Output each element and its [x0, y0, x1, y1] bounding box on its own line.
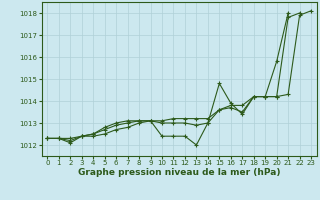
X-axis label: Graphe pression niveau de la mer (hPa): Graphe pression niveau de la mer (hPa) [78, 168, 280, 177]
